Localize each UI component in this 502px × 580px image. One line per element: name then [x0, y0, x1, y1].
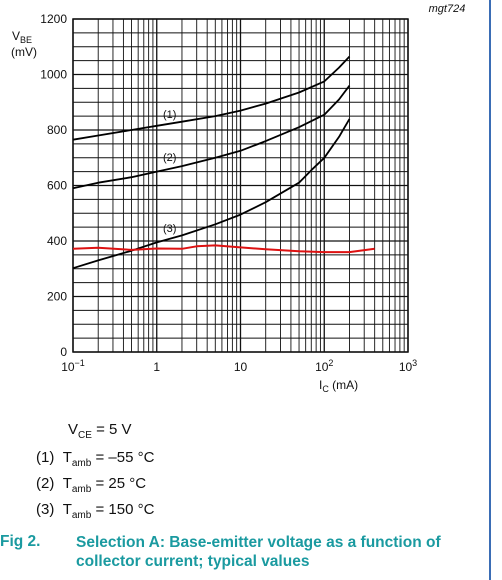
plot-frame [72, 18, 409, 353]
series-lines [72, 55, 375, 270]
y-tick-label: 800 [47, 123, 67, 137]
y-tick-label: 600 [47, 179, 67, 193]
chart: 0 200 400 600 800 1000 1200 10−1 1 10 102 103 mgt72… [11, 3, 466, 394]
series-line-2 [72, 85, 351, 190]
vce-condition: VCE = 5 V [68, 421, 132, 441]
caption-number: Fig 2. [0, 533, 41, 550]
y-tick-label: 200 [47, 290, 67, 304]
series-line-1 [72, 55, 351, 141]
curve-label-3: (3) [163, 223, 176, 235]
condition-3: (3) Tamb = 150 °C [36, 501, 155, 521]
x-tick-label: 10−1 [61, 358, 85, 374]
curve-label-2: (2) [163, 152, 176, 164]
tick-labels: 0 200 400 600 800 1000 1200 10−1 1 10 102 103 [40, 12, 417, 374]
curve-label-1: (1) [163, 109, 176, 121]
series-line-4 [72, 244, 375, 254]
y-tick-label: 1200 [40, 12, 67, 26]
x-axis-label: IC (mA) [319, 378, 358, 394]
x-tick-label: 1 [153, 360, 160, 374]
y-tick-label: 0 [60, 345, 67, 359]
condition-2: (2) Tamb = 25 °C [36, 475, 147, 495]
x-tick-label: 103 [399, 358, 417, 374]
chart-ref-code: mgt724 [429, 3, 466, 15]
y-axis-unit: (mV) [11, 45, 37, 59]
page-edge-rule [489, 0, 491, 580]
y-tick-label: 1000 [40, 68, 67, 82]
y-tick-label: 400 [47, 234, 67, 248]
y-axis-label: VBE [12, 29, 32, 45]
condition-1: (1) Tamb = –55 °C [36, 449, 155, 469]
caption-text: Selection A: Base-emitter voltage as a f… [76, 534, 441, 570]
x-tick-label: 102 [315, 358, 333, 374]
x-tick-label: 10 [234, 360, 248, 374]
grid [72, 18, 409, 353]
